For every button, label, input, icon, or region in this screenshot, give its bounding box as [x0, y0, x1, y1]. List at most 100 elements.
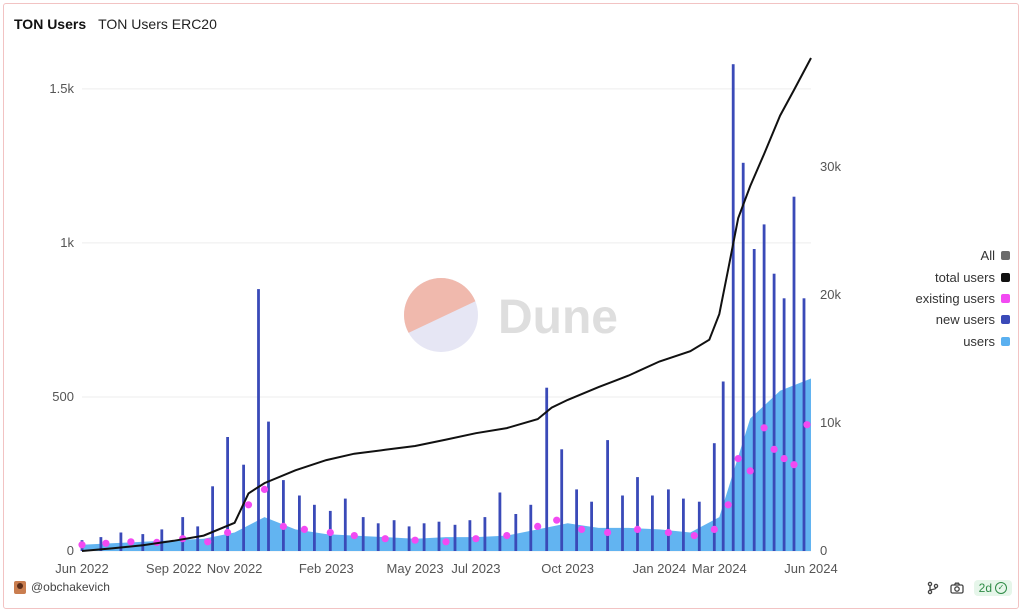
footer-actions: 2d ✓ [926, 580, 1012, 596]
existing-users-dot [442, 538, 450, 546]
new-users-bar [682, 498, 685, 551]
existing-users-dot [780, 455, 788, 463]
new-users-bar [606, 440, 609, 551]
new-users-bar [242, 464, 245, 551]
legend-item-new-users[interactable]: new users [860, 309, 1010, 330]
existing-users-dot [553, 516, 561, 524]
new-users-bar [313, 504, 316, 551]
legend-item-users[interactable]: users [860, 331, 1010, 352]
dune-watermark: Dune [404, 278, 618, 352]
new-users-bar [226, 437, 229, 551]
x-tick-label: Feb 2023 [299, 561, 354, 576]
existing-users-dot [102, 539, 110, 547]
x-tick-label: Jul 2023 [451, 561, 500, 576]
existing-users-dot [803, 421, 811, 429]
legend-item-total-users[interactable]: total users [860, 266, 1010, 287]
author-link[interactable]: @obchakevich [14, 580, 110, 594]
existing-users-dots [78, 421, 811, 549]
avatar [14, 580, 26, 594]
existing-users-dot [244, 501, 253, 509]
existing-users-dot [279, 522, 287, 531]
legend-item-all[interactable]: All [860, 245, 1010, 266]
watermark-text: Dune [498, 291, 618, 344]
new-users-bar [141, 534, 145, 551]
author-handle: @obchakevich [31, 580, 110, 594]
watermark-logo-half [404, 278, 478, 335]
x-tick-label: Oct 2023 [541, 561, 594, 576]
existing-users-dot [664, 528, 673, 537]
existing-users-dot [746, 467, 754, 475]
new-users-bar [697, 501, 701, 551]
new-users-bar [636, 477, 639, 551]
new-users-bar [437, 521, 441, 551]
new-users-bars [80, 64, 806, 552]
new-users-bar [468, 520, 472, 551]
total-users-line [81, 57, 812, 552]
existing-users-dot [710, 525, 718, 534]
new-users-bar [119, 532, 123, 551]
camera-icon[interactable] [949, 581, 964, 595]
legend: All total users existing users new users… [860, 245, 1010, 352]
new-users-bar [712, 443, 716, 551]
refresh-status-badge[interactable]: 2d ✓ [973, 580, 1012, 596]
legend-swatch [1001, 315, 1010, 325]
y-left-tick-label: 1.5k [49, 81, 74, 96]
legend-label: users [963, 333, 995, 349]
check-circle-icon: ✓ [995, 582, 1007, 594]
x-tick-label: Jun 2022 [55, 561, 109, 576]
new-users-bar [782, 298, 786, 551]
existing-users-dot [381, 535, 389, 543]
existing-users-dot [127, 538, 135, 546]
tab-ton-users[interactable]: TON Users [14, 16, 87, 32]
refresh-age: 2d [978, 581, 992, 595]
new-users-bar [498, 492, 502, 551]
existing-users-dot [350, 532, 358, 540]
users-area [82, 378, 811, 551]
new-users-bar [407, 526, 411, 551]
x-tick-label: Jun 2024 [784, 561, 838, 576]
existing-users-dot [770, 445, 778, 453]
y-right-tick-label: 30k [820, 159, 841, 174]
new-users-bar [257, 289, 260, 551]
new-users-bar [529, 504, 533, 551]
new-users-bar [651, 495, 654, 551]
y-right-tick-label: 0 [820, 543, 827, 558]
new-users-bar [741, 162, 745, 552]
new-users-bar [575, 489, 578, 551]
legend-label: new users [935, 312, 995, 328]
x-tick-label: Nov 2022 [207, 561, 263, 576]
new-users-bar [545, 387, 549, 551]
new-users-bar [667, 489, 670, 551]
existing-users-dot [326, 528, 334, 537]
users-area-fill [82, 378, 811, 551]
existing-users-dot [734, 455, 742, 463]
legend-swatch [1001, 293, 1010, 303]
existing-users-dot [604, 528, 612, 537]
existing-users-dot [578, 525, 586, 534]
y-right-tick-label: 10k [820, 415, 841, 430]
y-right-tick-label: 20k [820, 287, 841, 302]
legend-item-existing-users[interactable]: existing users [860, 288, 1010, 309]
y-left-tick-label: 0 [67, 543, 74, 558]
new-users-bar [282, 480, 285, 551]
existing-users-dot [724, 501, 732, 509]
legend-swatch [1001, 251, 1010, 261]
x-tick-label: May 2023 [387, 561, 444, 576]
new-users-bar [453, 524, 457, 551]
tab-ton-users-erc20[interactable]: TON Users ERC20 [98, 16, 217, 32]
axes: 0 500 1k 1.5k 0 10k 20k 30k Jun 2022 Sep 2022 Nov … [49, 81, 841, 576]
new-users-bar [560, 449, 564, 551]
total-users-line-path [81, 57, 812, 552]
new-users-bar [298, 495, 301, 551]
new-users-bar [181, 517, 185, 551]
x-tick-label: Mar 2024 [692, 561, 747, 576]
existing-users-dot [690, 532, 698, 540]
existing-users-dot [260, 485, 269, 493]
new-users-bar [721, 381, 725, 551]
existing-users-dot [760, 424, 768, 432]
legend-swatch [1001, 336, 1010, 346]
new-users-bar [343, 498, 347, 551]
legend-label: total users [935, 269, 995, 285]
fork-icon[interactable] [926, 581, 940, 595]
